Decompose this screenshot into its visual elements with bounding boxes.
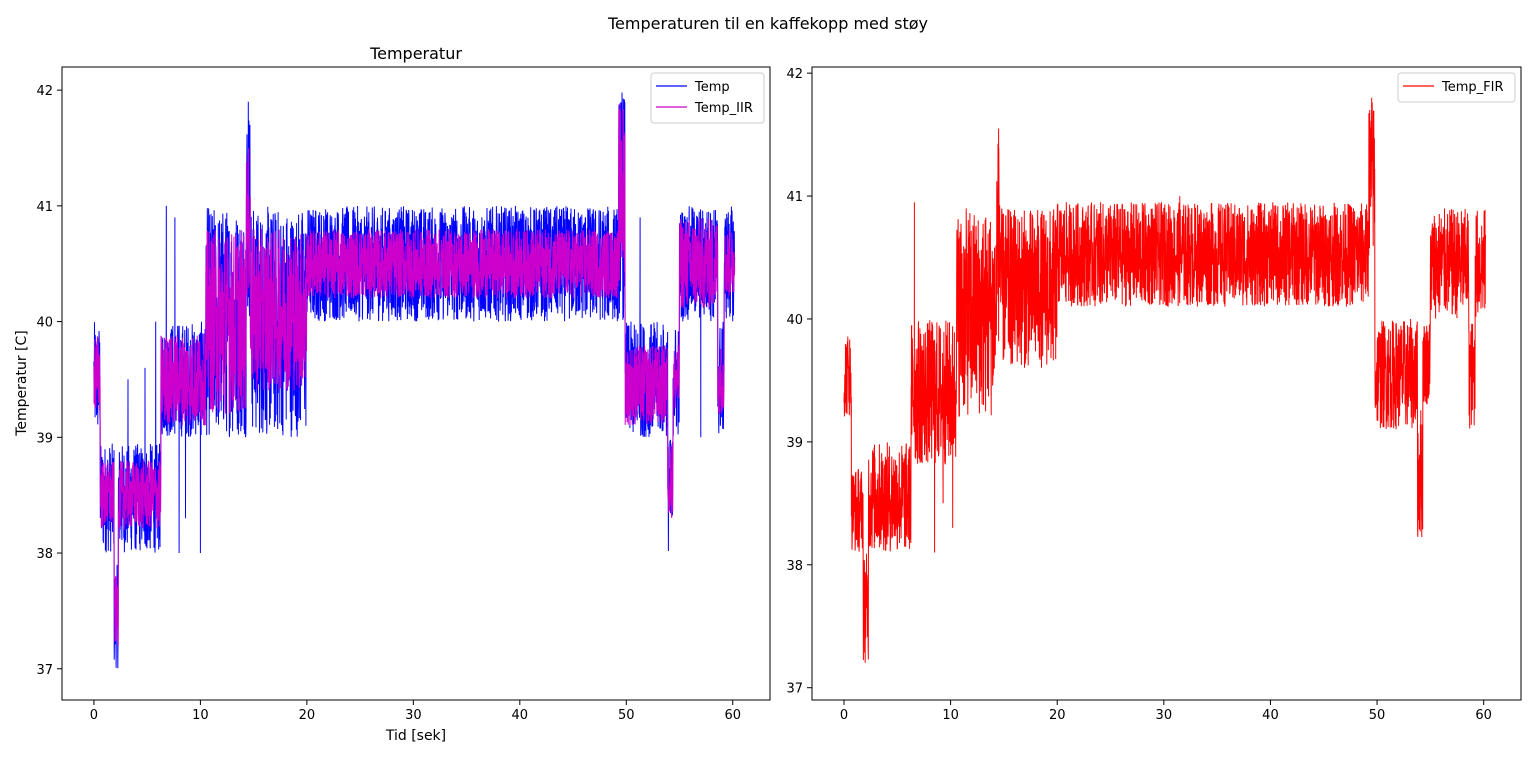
y-tick-label: 39 <box>786 436 803 451</box>
y-tick-label: 40 <box>36 316 53 331</box>
left-x-axis-label: Tid [sek] <box>385 728 446 744</box>
left-chart-title: Temperatur <box>369 44 462 63</box>
right-legend: Temp_FIR <box>1397 72 1516 103</box>
x-tick-label: 40 <box>1262 708 1279 723</box>
x-tick-label: 60 <box>724 708 741 723</box>
x-tick-label: 0 <box>840 708 848 723</box>
x-tick-label: 30 <box>405 708 422 723</box>
x-tick-label: 50 <box>618 708 635 723</box>
legend-box <box>1397 72 1516 103</box>
left-legend: Temp Temp_IIR <box>650 72 765 124</box>
x-tick-label: 50 <box>1369 708 1386 723</box>
y-tick-label: 42 <box>36 84 53 99</box>
x-tick-label: 10 <box>192 708 209 723</box>
y-tick-label: 40 <box>786 313 803 328</box>
legend-label: Temp_IIR <box>694 101 753 116</box>
x-tick-label: 20 <box>1049 708 1066 723</box>
y-tick-label: 37 <box>786 682 803 697</box>
x-tick-label: 0 <box>90 708 98 723</box>
left-axes-frame <box>61 66 771 701</box>
x-tick-label: 10 <box>942 708 959 723</box>
subplot-left: Temperatur 0 10 20 30 40 50 60 37 38 39 40 41 42 Tid… <box>14 44 771 744</box>
x-tick-label: 40 <box>512 708 529 723</box>
x-tick-label: 60 <box>1475 708 1492 723</box>
y-tick-label: 38 <box>36 547 53 562</box>
y-tick-label: 37 <box>36 663 53 678</box>
right-axes-frame <box>811 66 1522 701</box>
y-tick-label: 41 <box>36 200 53 215</box>
series-line-temp-iir <box>93 103 736 646</box>
y-tick-label: 42 <box>786 67 803 82</box>
x-tick-label: 30 <box>1156 708 1173 723</box>
x-tick-label: 20 <box>299 708 316 723</box>
subplot-right: 0 10 20 30 40 50 60 37 38 39 40 41 42 Temp_FIR <box>786 66 1522 723</box>
series-line-temp-fir <box>843 97 1487 663</box>
y-tick-label: 39 <box>36 431 53 446</box>
legend-label: Temp <box>694 80 730 95</box>
left-y-axis-label: Temperatur [C] <box>14 330 30 437</box>
figure-suptitle: Temperaturen til en kaffekopp med støy <box>607 14 928 33</box>
y-tick-label: 41 <box>786 190 803 205</box>
y-tick-label: 38 <box>786 559 803 574</box>
legend-label: Temp_FIR <box>1441 80 1504 95</box>
